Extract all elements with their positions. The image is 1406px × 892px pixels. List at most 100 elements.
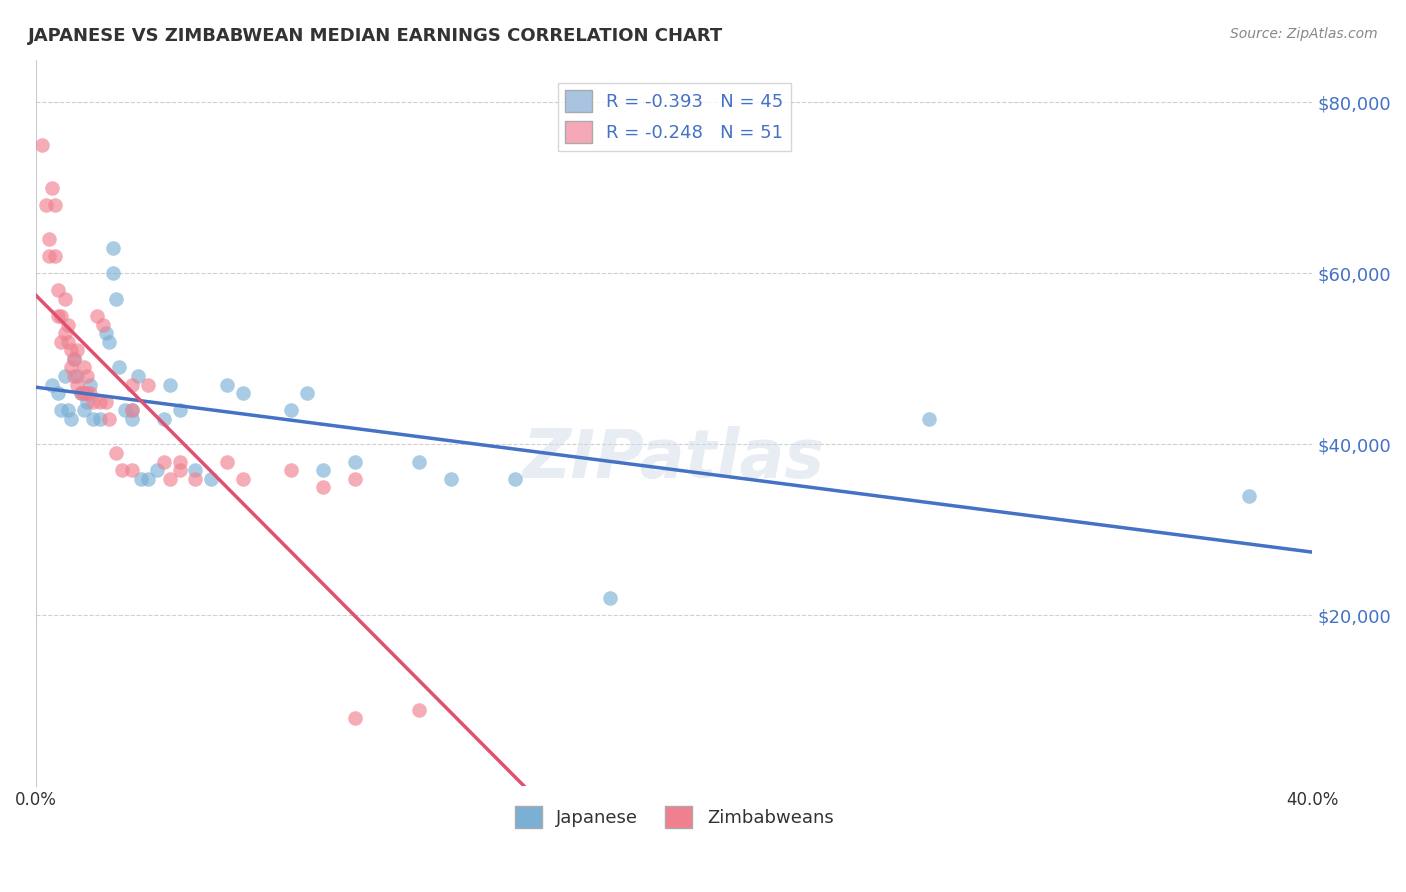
Point <box>69 386 91 401</box>
Point <box>440 472 463 486</box>
Legend: Japanese, Zimbabweans: Japanese, Zimbabweans <box>508 799 841 836</box>
Point <box>73 360 96 375</box>
Point <box>63 351 86 366</box>
Point <box>169 463 191 477</box>
Point <box>136 472 159 486</box>
Point <box>104 292 127 306</box>
Point <box>46 386 69 401</box>
Point <box>312 463 335 477</box>
Point <box>53 326 76 341</box>
Point <box>63 351 86 366</box>
Point <box>63 369 86 384</box>
Point <box>127 369 149 384</box>
Point <box>94 394 117 409</box>
Point <box>60 411 83 425</box>
Point <box>344 454 367 468</box>
Point <box>121 403 143 417</box>
Point <box>108 360 131 375</box>
Point <box>121 411 143 425</box>
Point <box>121 377 143 392</box>
Point <box>53 292 76 306</box>
Point <box>66 377 89 392</box>
Text: JAPANESE VS ZIMBABWEAN MEDIAN EARNINGS CORRELATION CHART: JAPANESE VS ZIMBABWEAN MEDIAN EARNINGS C… <box>28 27 723 45</box>
Point <box>280 463 302 477</box>
Point <box>38 232 60 246</box>
Point <box>152 454 174 468</box>
Point <box>73 403 96 417</box>
Point <box>51 309 73 323</box>
Text: ZIPatlas: ZIPatlas <box>523 426 825 492</box>
Point <box>200 472 222 486</box>
Point <box>60 360 83 375</box>
Point <box>60 343 83 358</box>
Point <box>46 309 69 323</box>
Point <box>79 386 101 401</box>
Point <box>91 318 114 332</box>
Point <box>121 463 143 477</box>
Point <box>344 711 367 725</box>
Point <box>101 266 124 280</box>
Point <box>146 463 169 477</box>
Point <box>98 411 121 425</box>
Point <box>169 403 191 417</box>
Point <box>312 480 335 494</box>
Point <box>104 446 127 460</box>
Point <box>44 198 66 212</box>
Point <box>152 411 174 425</box>
Point <box>918 411 941 425</box>
Point <box>408 454 430 468</box>
Point <box>599 591 621 606</box>
Point <box>136 377 159 392</box>
Point <box>503 472 526 486</box>
Point <box>114 403 136 417</box>
Point <box>89 411 111 425</box>
Point <box>111 463 134 477</box>
Point <box>217 377 239 392</box>
Point <box>66 369 89 384</box>
Point <box>280 403 302 417</box>
Point <box>41 181 63 195</box>
Point <box>169 454 191 468</box>
Point <box>82 411 104 425</box>
Point <box>41 377 63 392</box>
Point <box>44 249 66 263</box>
Point <box>76 369 98 384</box>
Point <box>344 472 367 486</box>
Point <box>1237 489 1260 503</box>
Point <box>31 138 53 153</box>
Point <box>34 198 56 212</box>
Point <box>121 403 143 417</box>
Point <box>159 472 181 486</box>
Point <box>184 463 207 477</box>
Point <box>51 334 73 349</box>
Point <box>76 386 98 401</box>
Point <box>73 386 96 401</box>
Point <box>69 386 91 401</box>
Point <box>89 394 111 409</box>
Point <box>56 334 79 349</box>
Point <box>73 386 96 401</box>
Point <box>232 386 254 401</box>
Point <box>217 454 239 468</box>
Point <box>56 403 79 417</box>
Point <box>76 394 98 409</box>
Point <box>232 472 254 486</box>
Point <box>184 472 207 486</box>
Point <box>46 284 69 298</box>
Point <box>82 394 104 409</box>
Point <box>94 326 117 341</box>
Point <box>51 403 73 417</box>
Point <box>129 472 152 486</box>
Point <box>53 369 76 384</box>
Point <box>159 377 181 392</box>
Point <box>295 386 318 401</box>
Point <box>101 241 124 255</box>
Point <box>408 702 430 716</box>
Text: Source: ZipAtlas.com: Source: ZipAtlas.com <box>1230 27 1378 41</box>
Point <box>98 334 121 349</box>
Point <box>79 377 101 392</box>
Point <box>86 309 108 323</box>
Point <box>66 343 89 358</box>
Point <box>38 249 60 263</box>
Point <box>56 318 79 332</box>
